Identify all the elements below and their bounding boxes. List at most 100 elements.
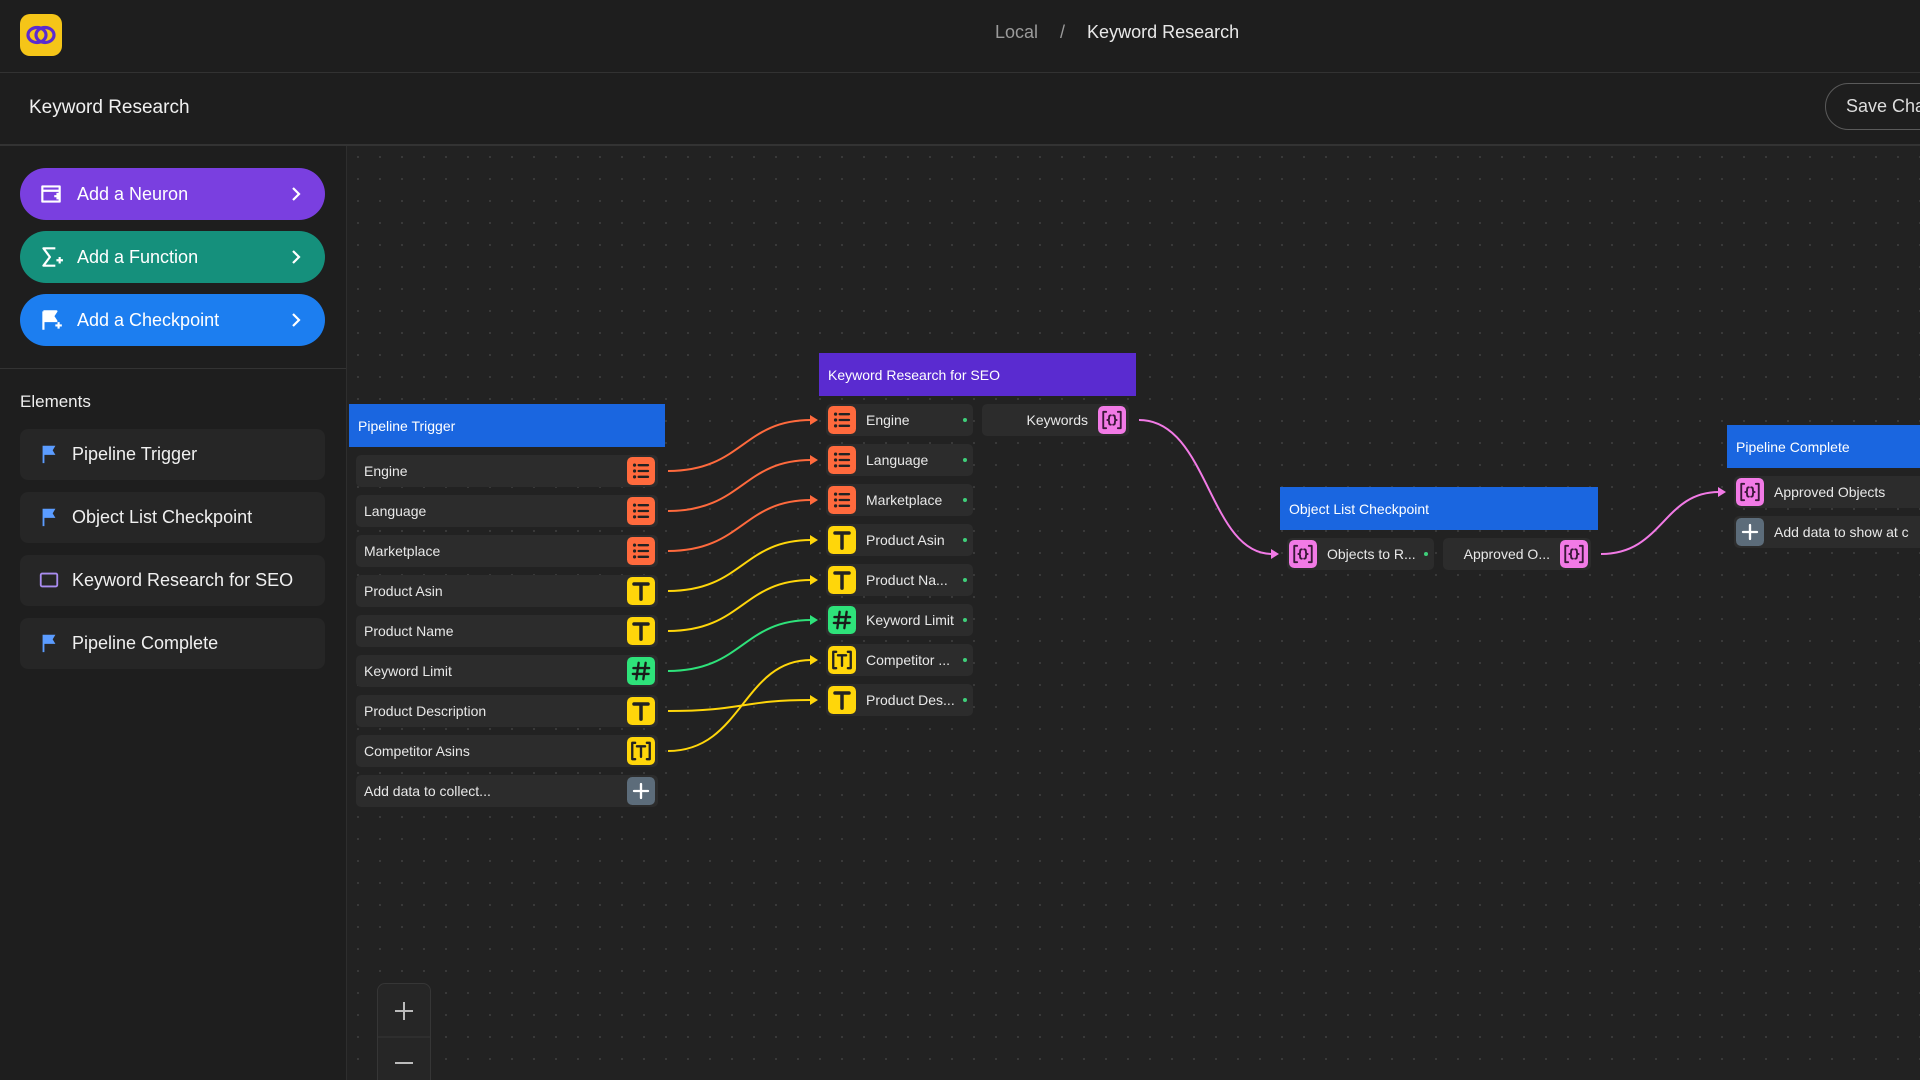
port-icon-dot [632, 543, 637, 547]
element-item[interactable]: Pipeline Trigger [20, 429, 325, 480]
element-icon [39, 572, 59, 588]
input-row: Product Des... [826, 684, 973, 716]
port-icon-dot [833, 504, 838, 508]
port-icon-bg [1736, 478, 1764, 506]
action-icon-glyph [42, 247, 63, 267]
port-icon [627, 617, 655, 645]
port-label: Add data to collect... [364, 783, 491, 799]
canvas [347, 146, 1920, 1080]
port-dot [963, 498, 967, 502]
port-icon [627, 537, 655, 565]
node[interactable]: Keyword Research for SEO Engine Language Ma… [819, 353, 1136, 726]
port-icon-glyph [637, 504, 650, 518]
port-icon-dot [833, 492, 838, 496]
element-item[interactable]: Keyword Research for SEO [20, 555, 325, 606]
input-row: Approved Objects [1734, 476, 1920, 508]
chevron-glyph [292, 250, 301, 264]
zoom-controls [377, 983, 431, 1080]
port-icon-glyph [833, 691, 851, 710]
node[interactable]: Pipeline Complete Approved Objects Add dat… [1727, 425, 1920, 557]
port-label: Engine [364, 463, 408, 479]
action-icon-glyph [42, 310, 62, 330]
edge-arrow [810, 455, 818, 465]
node[interactable]: Object List Checkpoint Objects to R... App… [1280, 487, 1598, 578]
top-bar: Local / Keyword Research [0, 0, 1920, 73]
port-label: Product Description [364, 703, 487, 719]
element-item[interactable]: Object List Checkpoint [20, 492, 325, 543]
port-icon[interactable] [1736, 518, 1764, 546]
element-label: Object List Checkpoint [72, 507, 253, 527]
edge [667, 459, 812, 512]
port-icon [828, 406, 856, 434]
port-icon [828, 566, 856, 594]
element-label: Keyword Research for SEO [72, 570, 294, 590]
input-row: Engine [826, 404, 973, 436]
input-row: Product Asin [826, 524, 973, 556]
logo[interactable] [20, 14, 62, 56]
page-title: Keyword Research [29, 97, 190, 118]
node-title: Pipeline Trigger [358, 417, 456, 434]
element-item[interactable]: Pipeline Complete [20, 618, 325, 669]
output-row: Language [356, 495, 658, 527]
port-icon-glyph [1740, 482, 1760, 502]
element-label: Pipeline Trigger [72, 444, 198, 464]
action-button[interactable]: Add a Checkpoint [20, 294, 325, 346]
action-button[interactable]: Add a Neuron [20, 168, 325, 220]
port-icon-dot [632, 515, 637, 519]
action-button[interactable]: Add a Function [20, 231, 325, 283]
node-header: Keyword Research for SEO [819, 353, 1136, 396]
edge-arrow [810, 535, 818, 545]
save-button[interactable]: Save Cha [1825, 83, 1920, 130]
port-label: Keyword Limit [364, 663, 452, 679]
section-heading: Elements [20, 392, 91, 411]
port-label: Marketplace [866, 492, 943, 508]
sidebar-divider [0, 368, 346, 369]
port-label: Keywords [1026, 412, 1088, 428]
logo-bg [20, 14, 62, 56]
edge-arrow [810, 495, 818, 505]
port-icon-dot [833, 458, 838, 462]
action-label: Add a Function [77, 247, 199, 267]
input-row[interactable]: Add data to show at c [1734, 516, 1920, 548]
output-row: Product Description [356, 695, 658, 727]
element-icon [42, 508, 56, 527]
port-icon-glyph [631, 741, 651, 761]
input-row: Keyword Limit [826, 604, 973, 636]
chevron [292, 187, 301, 201]
port-icon [627, 737, 655, 765]
port-icon-dot [632, 549, 637, 553]
port-icon-glyph [637, 544, 650, 558]
port-icon-glyph [1293, 544, 1313, 564]
element-icon [42, 445, 56, 464]
port-icon [1098, 406, 1126, 434]
port-icon-glyph [833, 531, 851, 550]
port-label: Engine [866, 412, 910, 428]
port-icon-bg [627, 657, 655, 685]
port-icon [828, 486, 856, 514]
action-icon [42, 247, 63, 267]
edge-arrow [810, 655, 818, 665]
port-icon [627, 697, 655, 725]
port-icon-dot [833, 418, 838, 422]
node[interactable]: Pipeline Trigger Engine Language Marketplac… [349, 404, 665, 817]
breadcrumb-item[interactable]: Local [995, 22, 1039, 42]
input-row: Product Na... [826, 564, 973, 596]
output-row: Marketplace [356, 535, 658, 567]
output-row: Competitor Asins [356, 735, 658, 767]
port-label: Objects to R... [1327, 546, 1416, 562]
output-row: Product Asin [356, 575, 658, 607]
port-dot [963, 418, 967, 422]
port-icon-dot [632, 509, 637, 513]
output-row: Approved O... [1443, 538, 1591, 570]
port-icon [828, 606, 856, 634]
port-icon-glyph [632, 622, 650, 641]
port-label: Product Asin [364, 583, 443, 599]
port-icon-glyph [838, 493, 851, 507]
edge-arrow [810, 695, 818, 705]
port-icon-glyph [632, 782, 650, 800]
output-row[interactable]: Add data to collect... [356, 775, 658, 807]
port-icon[interactable] [627, 777, 655, 805]
action-label: Add a Checkpoint [77, 310, 220, 330]
zoom-in[interactable] [395, 1002, 413, 1020]
edge-arrow [1271, 549, 1279, 559]
